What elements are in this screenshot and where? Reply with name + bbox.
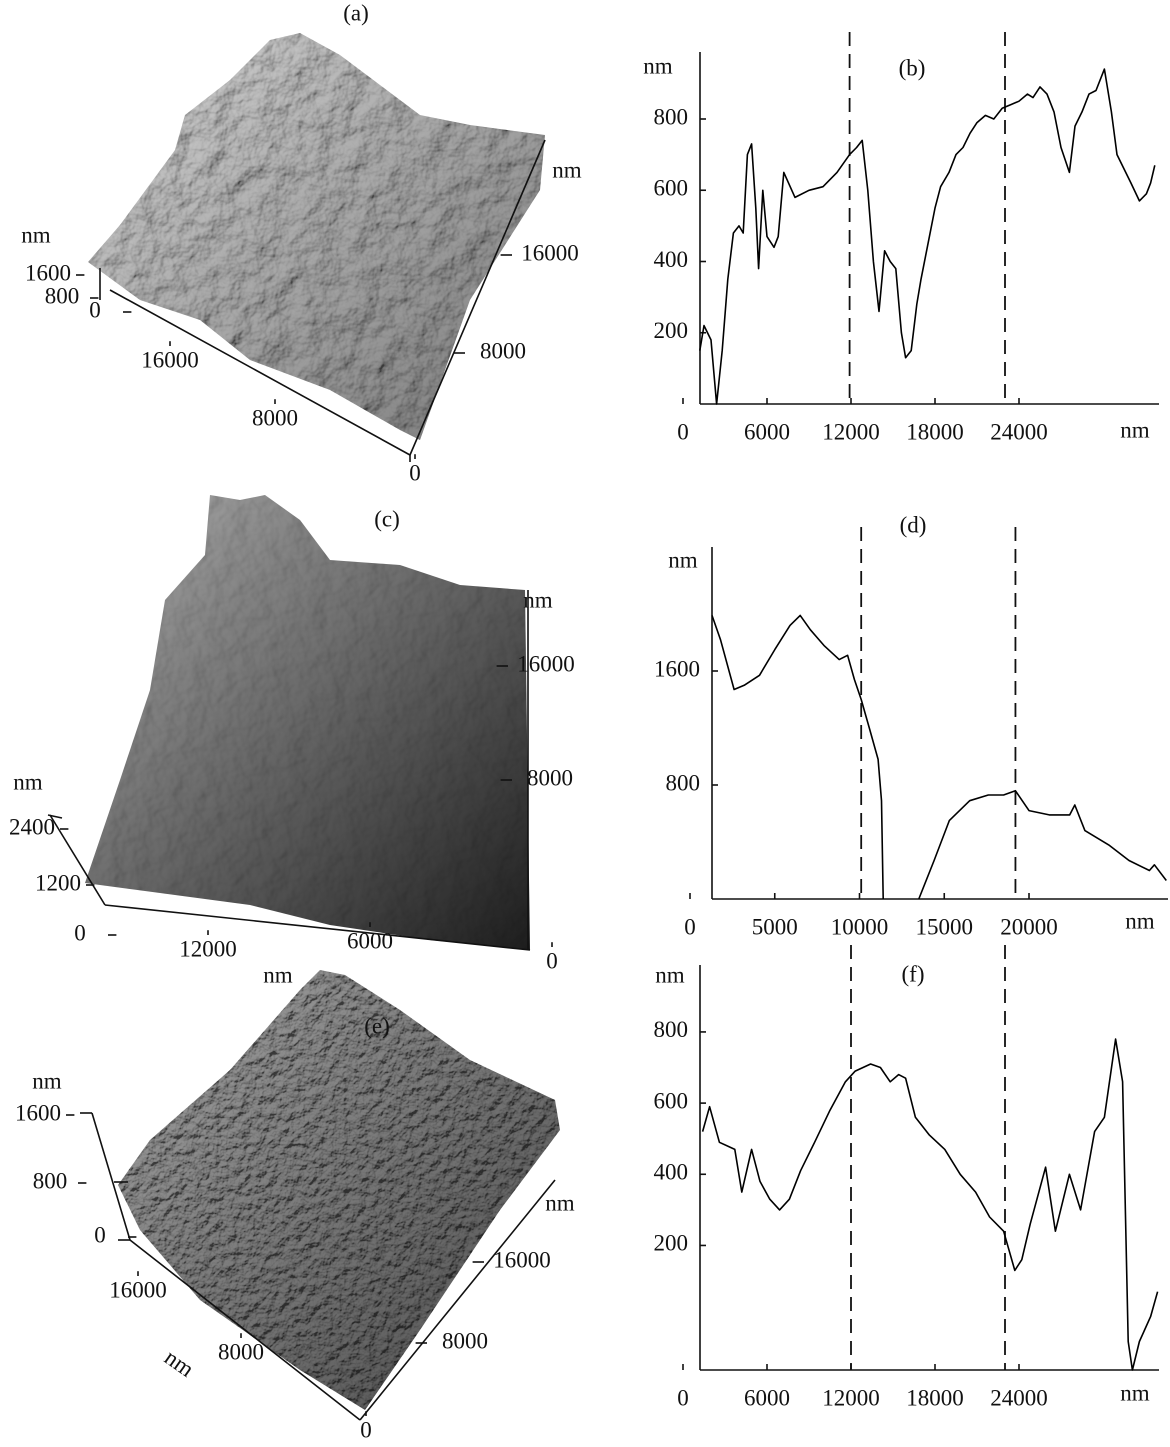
y-axis-label: nm — [545, 1190, 575, 1215]
x-axis-label: nm — [1120, 1380, 1150, 1405]
x-tick-label: 0 — [360, 1417, 372, 1442]
y-tick-label: 16000 — [493, 1247, 551, 1272]
y-tick-label: 600 — [654, 1088, 689, 1113]
panel-title: (d) — [900, 512, 927, 537]
z-tick-label: 0 — [74, 920, 86, 945]
y-tick-label: 400 — [654, 1160, 689, 1185]
y-axis-label: nm — [643, 53, 673, 78]
y-tick-label: 200 — [654, 318, 689, 343]
panel-title: (a) — [343, 0, 369, 25]
z-axis-label: nm — [21, 222, 51, 247]
x-tick-label: 24000 — [990, 1385, 1048, 1410]
y-tick-label: 1600 — [654, 656, 700, 681]
profile-line — [700, 69, 1155, 404]
x-tick-label: 0 — [409, 460, 421, 485]
y-tick-label: 16000 — [521, 240, 579, 265]
x-tick-label: 0 — [677, 1385, 689, 1410]
x-tick-label: 16000 — [109, 1277, 167, 1302]
x-tick-label: 8000 — [252, 405, 298, 430]
x-tick-label: 5000 — [752, 914, 798, 939]
z-tick-label: 2400 — [9, 814, 55, 839]
x-tick-label: 8000 — [218, 1339, 264, 1364]
profile-line — [703, 1039, 1158, 1370]
y-tick-label: 16000 — [517, 651, 575, 676]
z-axis-label: nm — [32, 1068, 62, 1093]
panel-title: (b) — [899, 55, 926, 80]
surface-texture — [88, 33, 545, 440]
x-tick-label: 18000 — [906, 1385, 964, 1410]
x-tick-label: 12000 — [822, 1385, 880, 1410]
x-tick-label: 18000 — [906, 419, 964, 444]
y-axis-label: nm — [552, 157, 582, 182]
y-tick-label: 200 — [654, 1231, 689, 1256]
z-tick-label: 800 — [45, 283, 80, 308]
z-tick-label: 1200 — [35, 870, 81, 895]
x-tick-label: 6000 — [347, 928, 393, 953]
x-axis-label: nm — [1125, 908, 1155, 933]
page: {"chart_data": [ {"type": "surface", "ti… — [0, 0, 1170, 1442]
x-tick-label: 6000 — [744, 419, 790, 444]
z-tick-label: 1600 — [25, 260, 71, 285]
z-tick-label: 0 — [89, 297, 101, 322]
y-tick-label: 8000 — [527, 765, 573, 790]
x-tick-label: 0 — [684, 914, 696, 939]
panel-title: (e) — [364, 1013, 390, 1038]
surface-texture — [85, 495, 530, 950]
y-tick-label: 8000 — [480, 338, 526, 363]
x-axis-label: nm — [160, 1345, 199, 1382]
y-tick-label: 800 — [666, 770, 701, 795]
x-tick-label: 12000 — [822, 419, 880, 444]
x-axis-label: nm — [1120, 417, 1150, 442]
x-tick-label: 24000 — [990, 419, 1048, 444]
y-tick-label: 800 — [654, 104, 689, 129]
y-axis-label: nm — [655, 962, 685, 987]
z-tick-label: 0 — [94, 1222, 106, 1247]
x-tick-label: 6000 — [744, 1385, 790, 1410]
y-axis-label: nm — [523, 587, 553, 612]
x-tick-label: 12000 — [179, 936, 237, 961]
x-tick-label: 0 — [677, 419, 689, 444]
y-tick-label: 800 — [654, 1017, 689, 1042]
figure: (a)nm080016000800016000800016000nm(b)nmn… — [0, 0, 1170, 1442]
x-tick-label: 20000 — [1000, 914, 1058, 939]
panel-title: (f) — [902, 961, 925, 986]
x-tick-label: 16000 — [141, 347, 199, 372]
y-tick-label: 600 — [654, 176, 689, 201]
x-tick-label: 0 — [546, 948, 558, 973]
panel-title: (c) — [374, 506, 400, 531]
z-axis-label: nm — [13, 769, 43, 794]
surface-texture — [118, 970, 560, 1410]
z-tick-label: 1600 — [15, 1100, 61, 1125]
x-tick-label: 15000 — [916, 914, 974, 939]
y-tick-label: 400 — [654, 247, 689, 272]
x-tick-label: 10000 — [831, 914, 889, 939]
y-axis-label: nm — [668, 547, 698, 572]
y-tick-label: 8000 — [442, 1328, 488, 1353]
profile-line — [712, 615, 1166, 899]
x-axis-label: nm — [263, 962, 293, 987]
z-tick-label: 800 — [33, 1168, 68, 1193]
